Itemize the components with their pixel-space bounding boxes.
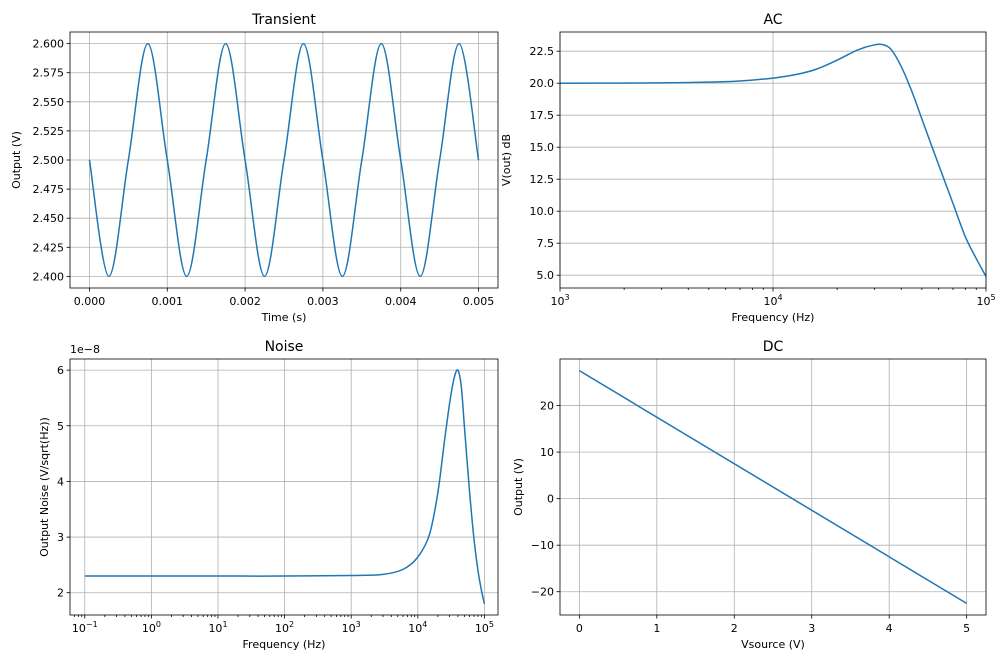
x-axis-label: Vsource (V) [741, 638, 805, 651]
y-tick-label: −20 [531, 586, 554, 599]
x-tick-label: 0 [576, 622, 583, 635]
x-axis-label: Frequency (Hz) [243, 638, 326, 651]
y-tick-label: 6 [57, 364, 64, 377]
series-line-noise [84, 369, 486, 605]
y-tick-label: 20 [540, 400, 554, 413]
chart-title: DC [763, 339, 784, 355]
y-tick-label: 2.425 [33, 241, 65, 254]
x-tick-label: 100 [142, 620, 161, 635]
y-tick-label: 2.475 [33, 183, 65, 196]
y-tick-label: 12.5 [530, 173, 555, 186]
y-tick-label: 2.575 [33, 67, 65, 80]
chart-transient: 0.000 0.001 0.002 0.003 0.004 0.005 2.400 2.425… [10, 12, 499, 324]
y-tick-label: 20.0 [530, 77, 555, 90]
y-tick-label: 2.500 [33, 154, 65, 167]
y-tick-label: 4 [57, 475, 64, 488]
x-tick-label: 2 [731, 622, 738, 635]
axes-frame [559, 358, 987, 616]
y-tick-label: 2.400 [33, 270, 65, 283]
y-tick-label: 22.5 [530, 45, 555, 58]
y-tick-label: 10.0 [530, 205, 555, 218]
x-tick-label: 0.003 [307, 295, 339, 308]
x-tick-label: 105 [475, 620, 494, 635]
x-tick-label: 0.004 [385, 295, 417, 308]
y-tick-label: 2.525 [33, 125, 65, 138]
axes-frame [69, 358, 499, 616]
chart-noise: 10−1 100 101 102 103 104 105 2 3 4 5 6 Noise Frequenc… [38, 339, 499, 651]
chart-ac: 103 104 105 5.0 7.5 10.0 12.5 15.0 17.5 20.0 22.5 A… [500, 12, 996, 324]
y-tick-label: 5 [57, 420, 64, 433]
y-tick-label: 15.0 [530, 141, 555, 154]
y-axis-label: V(out) dB [500, 134, 513, 186]
x-tick-label: 4 [886, 622, 893, 635]
x-tick-label: 101 [208, 620, 227, 635]
x-tick-label: 104 [763, 293, 782, 308]
y-tick-label: 2.550 [33, 96, 65, 109]
y-tick-label: 7.5 [537, 237, 555, 250]
x-tick-label: 1 [653, 622, 660, 635]
y-tick-label: 17.5 [530, 109, 555, 122]
y-axis-label: Output (V) [512, 458, 525, 516]
y-tick-label: −10 [531, 539, 554, 552]
y-tick-label: 3 [57, 531, 64, 544]
x-axis-label: Time (s) [261, 311, 307, 324]
x-tick-label: 10−1 [72, 620, 98, 635]
chart-title: AC [763, 12, 782, 28]
y-tick-label: 2.450 [33, 212, 65, 225]
x-tick-label: 104 [408, 620, 427, 635]
series-line-dc [578, 369, 968, 605]
y-tick-label: 2.600 [33, 38, 65, 51]
x-tick-label: 0.002 [229, 295, 261, 308]
x-tick-label: 3 [808, 622, 815, 635]
x-tick-label: 5 [963, 622, 970, 635]
chart-title: Transient [251, 12, 316, 28]
y-tick-label: 5.0 [537, 269, 555, 282]
y-axis-label: Output (V) [10, 131, 23, 189]
x-tick-label: 102 [275, 620, 294, 635]
series-line-transient [88, 42, 480, 278]
chart-title: Noise [265, 339, 304, 355]
x-tick-label: 0.005 [463, 295, 495, 308]
series-line-ac [560, 43, 986, 277]
chart-dc: 0 1 2 3 4 5 −20 −10 0 10 20 DC Vsource (V) Output (V) [512, 339, 987, 651]
x-tick-label: 0.001 [152, 295, 184, 308]
x-axis-label: Frequency (Hz) [732, 311, 815, 324]
x-tick-label: 103 [550, 293, 569, 308]
x-tick-label: 103 [342, 620, 361, 635]
y-tick-label: 0 [547, 493, 554, 506]
y-tick-label: 2 [57, 587, 64, 600]
y-tick-label: 10 [540, 446, 554, 459]
x-tick-label: 105 [976, 293, 995, 308]
y-axis-label: Output Noise (V/sqrt(Hz)) [38, 417, 51, 557]
offset-label: 1e−8 [70, 343, 100, 356]
x-tick-label: 0.000 [74, 295, 106, 308]
